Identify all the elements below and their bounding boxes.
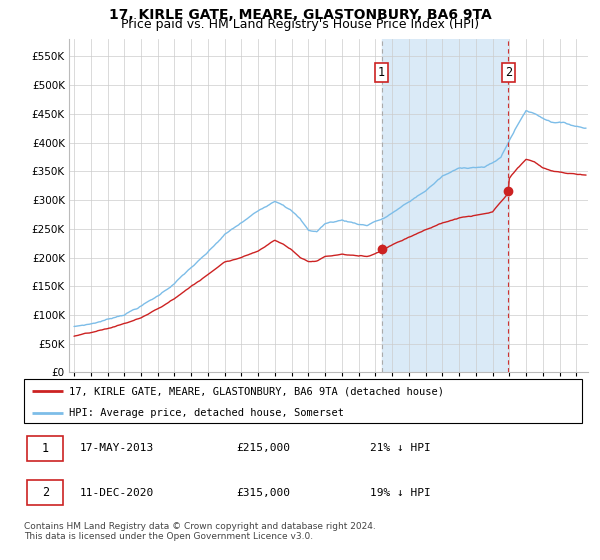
Bar (382, 39, 508, 372)
FancyBboxPatch shape (27, 436, 63, 461)
Text: 1: 1 (378, 66, 385, 79)
Text: 21% ↓ HPI: 21% ↓ HPI (370, 443, 431, 453)
Text: £215,000: £215,000 (236, 443, 290, 453)
Text: 17, KIRLE GATE, MEARE, GLASTONBURY, BA6 9TA: 17, KIRLE GATE, MEARE, GLASTONBURY, BA6 … (109, 8, 491, 22)
Text: 2: 2 (41, 487, 49, 500)
FancyBboxPatch shape (27, 480, 63, 506)
Text: £315,000: £315,000 (236, 488, 290, 498)
Text: 17-MAY-2013: 17-MAY-2013 (80, 443, 154, 453)
Text: 1: 1 (41, 442, 49, 455)
FancyBboxPatch shape (24, 379, 582, 423)
Text: 17, KIRLE GATE, MEARE, GLASTONBURY, BA6 9TA (detached house): 17, KIRLE GATE, MEARE, GLASTONBURY, BA6 … (68, 386, 443, 396)
Text: 11-DEC-2020: 11-DEC-2020 (80, 488, 154, 498)
Text: HPI: Average price, detached house, Somerset: HPI: Average price, detached house, Some… (68, 408, 344, 418)
Text: 19% ↓ HPI: 19% ↓ HPI (370, 488, 431, 498)
Text: 2: 2 (505, 66, 512, 79)
Text: Contains HM Land Registry data © Crown copyright and database right 2024.
This d: Contains HM Land Registry data © Crown c… (24, 522, 376, 542)
Text: Price paid vs. HM Land Registry's House Price Index (HPI): Price paid vs. HM Land Registry's House … (121, 18, 479, 31)
